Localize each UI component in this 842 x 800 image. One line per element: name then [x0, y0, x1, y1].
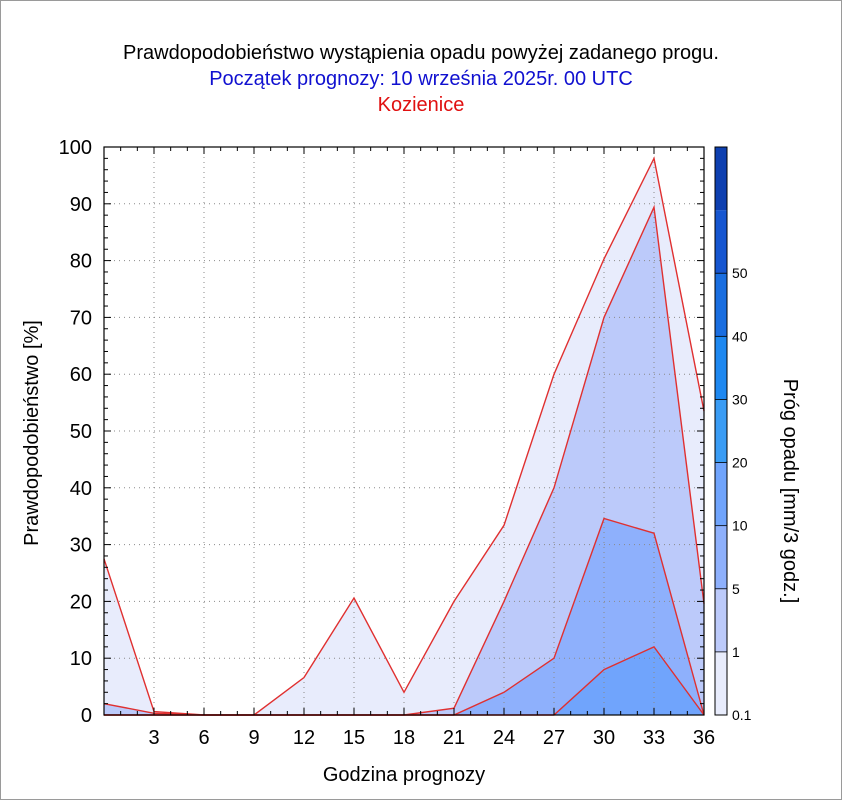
x-tick-label: 3 [148, 727, 159, 749]
y-tick-label: 80 [70, 251, 92, 273]
location-name: Kozienice [377, 94, 465, 116]
x-axis-label: Godzina prognozy [323, 764, 485, 786]
area-threshold-5 [104, 518, 704, 715]
colorbar-tick-label: 30 [732, 391, 748, 407]
colorbar-tick-label: 50 [732, 265, 748, 281]
colorbar-band [715, 462, 727, 526]
colorbar: 0.1 1 5 10 20 30 40 50 [714, 146, 752, 723]
colorbar-band [715, 399, 727, 463]
forecast-start-subtitle: Początek prognozy: 10 września 2025r. 00… [209, 68, 633, 90]
y-axis-label: Prawdopodobieństwo [%] [21, 320, 43, 546]
y-tick-label: 0 [81, 705, 92, 727]
area-threshold-1 [104, 207, 704, 715]
y-tick-label: 60 [70, 364, 92, 386]
colorbar-tick-label: 0.1 [732, 707, 752, 723]
chart-title: Prawdopodobieństwo wystąpienia opadu pow… [123, 42, 719, 64]
colorbar-band [715, 147, 727, 211]
area-threshold-10 [104, 646, 704, 715]
y-tick-label: 20 [70, 591, 92, 613]
y-tick-label: 50 [70, 421, 92, 443]
y-tick-label: 100 [59, 137, 92, 159]
y-tick-label: 40 [70, 478, 92, 500]
x-tick-label: 6 [198, 727, 209, 749]
x-tick-label: 30 [593, 727, 615, 749]
y-tick-label: 70 [70, 307, 92, 329]
colorbar-band [715, 273, 727, 337]
colorbar-tick-label: 1 [732, 644, 740, 660]
x-tick-label: 9 [248, 727, 259, 749]
y-tick-label: 90 [70, 194, 92, 216]
x-tick-label: 24 [493, 727, 515, 749]
y-tick-label: 10 [70, 648, 92, 670]
colorbar-label: Próg opadu [mm/3 godz.] [779, 379, 801, 604]
colorbar-tick-label: 5 [732, 581, 740, 597]
colorbar-tick-label: 10 [732, 518, 748, 534]
y-axis: 0 10 20 30 40 50 60 70 80 90 100 [59, 137, 704, 727]
x-axis: 3 6 9 12 15 18 21 24 27 30 33 36 [120, 147, 715, 749]
x-tick-label: 33 [643, 727, 665, 749]
colorbar-band [715, 651, 727, 715]
colorbar-band [715, 588, 727, 652]
x-tick-label: 18 [393, 727, 415, 749]
colorbar-band [715, 525, 727, 589]
x-tick-label: 21 [443, 727, 465, 749]
colorbar-tick-label: 40 [732, 328, 748, 344]
colorbar-tick-label: 20 [732, 455, 748, 471]
x-tick-label: 15 [343, 727, 365, 749]
colorbar-band [715, 336, 727, 400]
x-tick-label: 36 [693, 727, 715, 749]
x-tick-label: 27 [543, 727, 565, 749]
colorbar-band [715, 210, 727, 274]
x-tick-label: 12 [293, 727, 315, 749]
y-tick-label: 30 [70, 535, 92, 557]
